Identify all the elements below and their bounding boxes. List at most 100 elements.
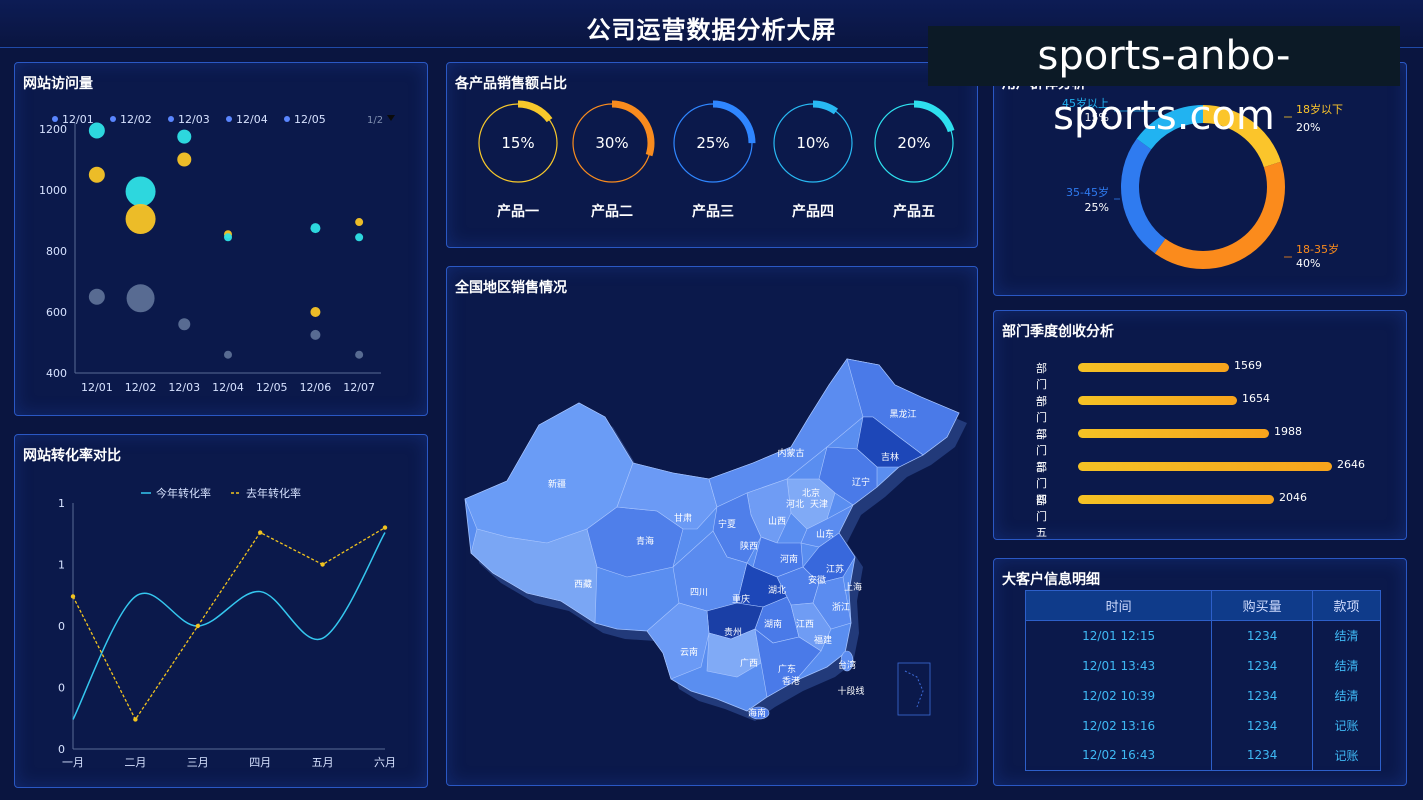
scatter-point[interactable]: [177, 129, 192, 144]
province-label: 湖南: [764, 618, 782, 630]
department-bar[interactable]: [1078, 462, 1332, 471]
series-point-last-year[interactable]: [70, 594, 76, 599]
table-header-row: 时间 购买量 款项: [1024, 590, 1382, 621]
departments-title: 部门季度创收分析: [1002, 324, 1114, 340]
scatter-point[interactable]: [355, 233, 364, 242]
scatter-point[interactable]: [224, 233, 232, 242]
donut-label-name: 18岁以下: [1296, 102, 1343, 116]
table-row[interactable]: 12/02 16:43 1234 记账: [1024, 740, 1382, 771]
conversion-title: 网站转化率对比: [23, 448, 121, 464]
cell-quantity: 1234: [1211, 710, 1313, 741]
map-title: 全国地区销售情况: [455, 280, 567, 296]
department-value: 2646: [1337, 458, 1365, 471]
scatter-point[interactable]: [355, 350, 364, 359]
table-row[interactable]: 12/02 10:39 1234 结清: [1024, 680, 1382, 711]
donut-slice[interactable]: [1203, 105, 1281, 168]
series-line-last-year[interactable]: [72, 527, 386, 721]
region-guangdong[interactable]: [754, 628, 822, 698]
legend-item-4: 12/05: [294, 113, 326, 126]
donut-label-pct: 15%: [1085, 111, 1109, 124]
cell-payment: 结清: [1311, 650, 1382, 681]
legend-page-indicator: 1/2: [367, 115, 383, 126]
table-row[interactable]: 12/01 13:43 1234 结清: [1024, 650, 1382, 681]
legend-item-3: 12/04: [236, 113, 268, 126]
donut-slice[interactable]: [1121, 138, 1166, 254]
series-point-last-year[interactable]: [195, 623, 200, 629]
department-bar[interactable]: [1078, 363, 1229, 372]
ring-progress[interactable]: [475, 100, 561, 186]
region-taiwan[interactable]: [840, 650, 854, 672]
departments-panel: 部门季度创收分析 部门一 1569 部门二 1654 部门三 1988 部门四 2646 部门五…: [993, 310, 1407, 540]
scatter-point[interactable]: [177, 152, 192, 167]
province-label: 广东: [778, 663, 796, 675]
scatter-point[interactable]: [88, 166, 105, 183]
customers-panel: 大客户信息明细 时间 购买量 款项 12/01 12:15 1234 结清 12/01…: [993, 558, 1407, 786]
province-label: 西藏: [574, 578, 592, 590]
legend-next-icon[interactable]: [387, 115, 395, 121]
series-point-last-year[interactable]: [382, 525, 388, 530]
cell-payment: 记账: [1311, 740, 1382, 771]
y-tick-label: 0: [58, 620, 65, 633]
ring-product-name: 产品四: [792, 203, 834, 220]
donut-label-pct: 40%: [1296, 257, 1320, 270]
region-yunnan[interactable]: [646, 602, 710, 680]
region-xizang[interactable]: [470, 528, 598, 624]
x-tick-label: 12/03: [168, 381, 200, 394]
x-tick-label: 一月: [62, 756, 84, 769]
cell-time: 12/02 10:39: [1024, 680, 1213, 711]
ring-progress[interactable]: [670, 100, 756, 186]
province-label: 贵州: [724, 626, 742, 638]
department-bar[interactable]: [1078, 429, 1269, 438]
ring-progress[interactable]: [770, 100, 856, 186]
province-label: 辽宁: [852, 476, 870, 488]
x-tick-label: 六月: [374, 756, 396, 769]
header-bar: 公司运营数据分析大屏: [0, 0, 1423, 48]
region-hainan[interactable]: [748, 706, 770, 720]
series-point-last-year[interactable]: [258, 530, 263, 535]
y-tick-label: 600: [46, 306, 67, 319]
province-label: 福建: [814, 634, 832, 646]
donut-slice[interactable]: [1136, 105, 1203, 150]
ring-progress[interactable]: [871, 100, 957, 186]
x-tick-label: 二月: [124, 756, 146, 769]
scatter-point[interactable]: [178, 318, 191, 331]
ring-progress[interactable]: [569, 100, 655, 186]
map-shapes: [464, 358, 967, 721]
scatter-point[interactable]: [88, 122, 105, 139]
products-panel: 各产品销售额占比 15% 产品一 30% 产品二 25% 产品三 10% 产品四 20% 产品五: [446, 62, 978, 248]
table-row[interactable]: 12/01 12:15 1234 结清: [1024, 620, 1382, 651]
scatter-point[interactable]: [310, 223, 321, 234]
scatter-point[interactable]: [310, 307, 321, 317]
series-line-this-year[interactable]: [72, 532, 386, 720]
cell-time: 12/01 13:43: [1024, 650, 1213, 681]
department-bar[interactable]: [1078, 495, 1274, 504]
ring-product-name: 产品五: [893, 203, 935, 220]
y-tick-label: 1: [58, 559, 65, 572]
province-label: 香港: [782, 675, 800, 687]
region-gansu[interactable]: [616, 462, 718, 530]
y-tick-label: 0: [58, 682, 65, 695]
region-jiangxi[interactable]: [790, 602, 832, 652]
series-point-last-year[interactable]: [320, 562, 325, 567]
cell-quantity: 1234: [1211, 620, 1313, 651]
scatter-point[interactable]: [310, 329, 321, 340]
x-tick-label: 三月: [187, 756, 209, 769]
scatter-point[interactable]: [355, 218, 364, 227]
scatter-point[interactable]: [125, 176, 156, 207]
province-label: 黑龙江: [889, 408, 916, 420]
scatter-point[interactable]: [125, 203, 156, 234]
scatter-point[interactable]: [224, 350, 232, 359]
department-bar[interactable]: [1078, 396, 1237, 405]
scatter-point[interactable]: [88, 288, 105, 305]
series-point-last-year[interactable]: [133, 717, 138, 722]
donut-slice[interactable]: [1154, 161, 1285, 269]
province-label: 天津: [810, 499, 828, 510]
scatter-point[interactable]: [126, 284, 155, 313]
legend-this-year: 今年转化率: [156, 486, 211, 500]
cell-quantity: 1234: [1211, 740, 1313, 771]
table-row[interactable]: 12/02 13:16 1234 记账: [1024, 710, 1382, 741]
cell-payment: 结清: [1311, 620, 1382, 651]
province-label: 北京: [802, 487, 820, 499]
x-tick-label: 12/07: [343, 381, 375, 394]
